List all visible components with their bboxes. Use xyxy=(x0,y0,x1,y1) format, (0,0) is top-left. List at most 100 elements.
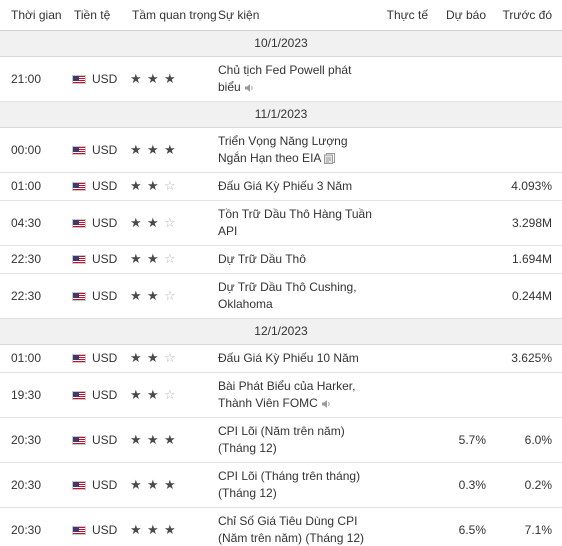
event-name[interactable]: Đấu Giá Kỳ Phiếu 3 Năm xyxy=(218,178,353,193)
event-currency-cell: USD xyxy=(70,56,128,102)
star-filled-icon: ★ xyxy=(147,251,159,266)
currency-label: USD xyxy=(92,71,118,86)
speaker-icon xyxy=(321,399,330,408)
event-name-cell[interactable]: Tồn Trữ Dầu Thô Hàng Tuần API xyxy=(216,200,376,246)
event-name-cell[interactable]: Đấu Giá Kỳ Phiếu 3 Năm xyxy=(216,172,376,201)
event-time: 22:30 xyxy=(0,245,70,274)
event-row[interactable]: 01:00 USD ★ ★ ☆ Đấu Giá Kỳ Phiếu 3 Năm 4.093% xyxy=(0,172,562,201)
column-header-previous[interactable]: Trước đó xyxy=(498,0,562,31)
report-icon xyxy=(324,152,336,164)
event-name[interactable]: Bài Phát Biểu của Harker, Thành Viên FOM… xyxy=(218,378,356,410)
event-row[interactable]: 20:30 USD ★ ★ ★ CPI Lõi (Tháng trên tháng) (T… xyxy=(0,462,562,508)
event-previous: 7.1% xyxy=(498,507,562,546)
star-empty-icon: ☆ xyxy=(164,350,176,365)
star-empty-icon: ☆ xyxy=(164,178,176,193)
star-filled-icon: ★ xyxy=(130,70,142,86)
event-previous: 6.0% xyxy=(498,417,562,463)
column-header-time[interactable]: Thời gian xyxy=(0,0,70,31)
column-header-actual[interactable]: Thực tế xyxy=(376,0,436,31)
event-name-cell[interactable]: Triển Vọng Năng Lượng Ngắn Hạn theo EIA xyxy=(216,127,376,173)
event-name-cell[interactable]: CPI Lõi (Năm trên năm) (Tháng 12) xyxy=(216,417,376,463)
event-row[interactable]: 22:30 USD ★ ★ ☆ Dự Trữ Dầu Thô 1.694M xyxy=(0,245,562,274)
event-row[interactable]: 00:00 USD ★ ★ ★ Triển Vọng Năng Lượng Ngắn Hạ… xyxy=(0,127,562,173)
event-name-cell[interactable]: Chỉ Số Giá Tiêu Dùng CPI (Năm trên năm) … xyxy=(216,507,376,546)
star-filled-icon: ★ xyxy=(130,476,142,492)
date-row: 11/1/2023 xyxy=(0,100,562,128)
currency-label: USD xyxy=(92,215,118,230)
currency-label: USD xyxy=(92,351,118,365)
header-row: Thời gian Tiền tệ Tầm quan trọng Sự kiện… xyxy=(0,0,562,31)
event-name-cell[interactable]: CPI Lõi (Tháng trên tháng) (Tháng 12) xyxy=(216,462,376,508)
column-header-importance[interactable]: Tầm quan trọng xyxy=(128,0,217,31)
star-filled-icon: ★ xyxy=(130,214,142,230)
event-currency-cell: USD xyxy=(70,344,128,373)
event-previous xyxy=(498,127,562,173)
event-name-cell[interactable]: Dự Trữ Dầu Thô xyxy=(216,245,376,274)
importance-stars: ★ ★ ★ xyxy=(128,127,216,173)
currency-label: USD xyxy=(92,387,118,402)
event-row[interactable]: 04:30 USD ★ ★ ☆ Tồn Trữ Dầu Thô Hàng Tuần API… xyxy=(0,200,562,246)
date-label: 10/1/2023 xyxy=(0,29,562,57)
star-filled-icon: ★ xyxy=(130,141,142,157)
event-row[interactable]: 20:30 USD ★ ★ ★ CPI Lõi (Năm trên năm) (Tháng… xyxy=(0,417,562,463)
event-name[interactable]: CPI Lõi (Tháng trên tháng) (Tháng 12) xyxy=(218,468,361,500)
column-header-forecast[interactable]: Dự báo xyxy=(436,0,498,31)
importance-stars: ★ ★ ★ xyxy=(128,462,216,508)
event-name-cell[interactable]: Bài Phát Biểu của Harker, Thành Viên FOM… xyxy=(216,372,376,418)
event-row[interactable]: 19:30 USD ★ ★ ☆ Bài Phát Biểu của Harker, Thà… xyxy=(0,372,562,418)
event-name[interactable]: CPI Lõi (Năm trên năm) (Tháng 12) xyxy=(218,423,345,455)
star-empty-icon: ☆ xyxy=(164,287,176,303)
column-header-event[interactable]: Sự kiện xyxy=(216,0,376,31)
event-name[interactable]: Đấu Giá Kỳ Phiếu 10 Năm xyxy=(218,350,359,365)
event-time: 00:00 xyxy=(0,127,70,173)
event-row[interactable]: 20:30 USD ★ ★ ★ Chỉ Số Giá Tiêu Dùng CPI (Năm… xyxy=(0,507,562,546)
event-time: 19:30 xyxy=(0,372,70,418)
star-filled-icon: ★ xyxy=(164,476,176,492)
star-filled-icon: ★ xyxy=(147,214,159,230)
date-label: 12/1/2023 xyxy=(0,317,562,345)
event-actual xyxy=(376,200,436,246)
event-name[interactable]: Chủ tịch Fed Powell phát biểu xyxy=(218,62,352,94)
event-row[interactable]: 22:30 USD ★ ★ ☆ Dự Trữ Dầu Thô Cushing, Oklah… xyxy=(0,273,562,319)
star-filled-icon: ★ xyxy=(147,431,159,447)
star-filled-icon: ★ xyxy=(147,287,159,303)
event-previous: 1.694M xyxy=(498,245,562,274)
us-flag-icon xyxy=(72,525,86,535)
date-label: 11/1/2023 xyxy=(0,100,562,128)
event-name[interactable]: Chỉ Số Giá Tiêu Dùng CPI (Năm trên năm) … xyxy=(218,513,365,545)
event-name[interactable]: Dự Trữ Dầu Thô Cushing, Oklahoma xyxy=(218,279,357,311)
us-flag-icon xyxy=(72,480,86,490)
star-empty-icon: ☆ xyxy=(164,251,176,266)
star-filled-icon: ★ xyxy=(164,431,176,447)
importance-stars: ★ ★ ★ xyxy=(128,56,216,102)
star-filled-icon: ★ xyxy=(130,251,142,266)
event-previous: 0.244M xyxy=(498,273,562,319)
event-actual xyxy=(376,245,436,274)
event-name-cell[interactable]: Đấu Giá Kỳ Phiếu 10 Năm xyxy=(216,344,376,373)
event-actual xyxy=(376,507,436,546)
star-filled-icon: ★ xyxy=(130,178,142,193)
event-forecast xyxy=(436,127,498,173)
currency-label: USD xyxy=(92,432,118,447)
event-previous xyxy=(498,372,562,418)
event-row[interactable]: 21:00 USD ★ ★ ★ Chủ tịch Fed Powell phát biểu xyxy=(0,56,562,102)
event-name[interactable]: Dự Trữ Dầu Thô xyxy=(218,251,306,266)
event-forecast xyxy=(436,200,498,246)
event-name-cell[interactable]: Chủ tịch Fed Powell phát biểu xyxy=(216,56,376,102)
currency-label: USD xyxy=(92,477,118,492)
us-flag-icon xyxy=(72,435,86,445)
event-actual xyxy=(376,273,436,319)
event-currency-cell: USD xyxy=(70,127,128,173)
event-name[interactable]: Triển Vọng Năng Lượng Ngắn Hạn theo EIA xyxy=(218,133,348,165)
event-row[interactable]: 01:00 USD ★ ★ ☆ Đấu Giá Kỳ Phiếu 10 Năm 3.625% xyxy=(0,344,562,373)
event-currency-cell: USD xyxy=(70,245,128,274)
event-name[interactable]: Tồn Trữ Dầu Thô Hàng Tuần API xyxy=(218,206,372,238)
event-currency-cell: USD xyxy=(70,372,128,418)
event-name-cell[interactable]: Dự Trữ Dầu Thô Cushing, Oklahoma xyxy=(216,273,376,319)
star-filled-icon: ★ xyxy=(147,386,159,402)
event-currency-cell: USD xyxy=(70,462,128,508)
star-filled-icon: ★ xyxy=(130,287,142,303)
event-forecast xyxy=(436,245,498,274)
column-header-currency[interactable]: Tiền tệ xyxy=(70,0,128,31)
